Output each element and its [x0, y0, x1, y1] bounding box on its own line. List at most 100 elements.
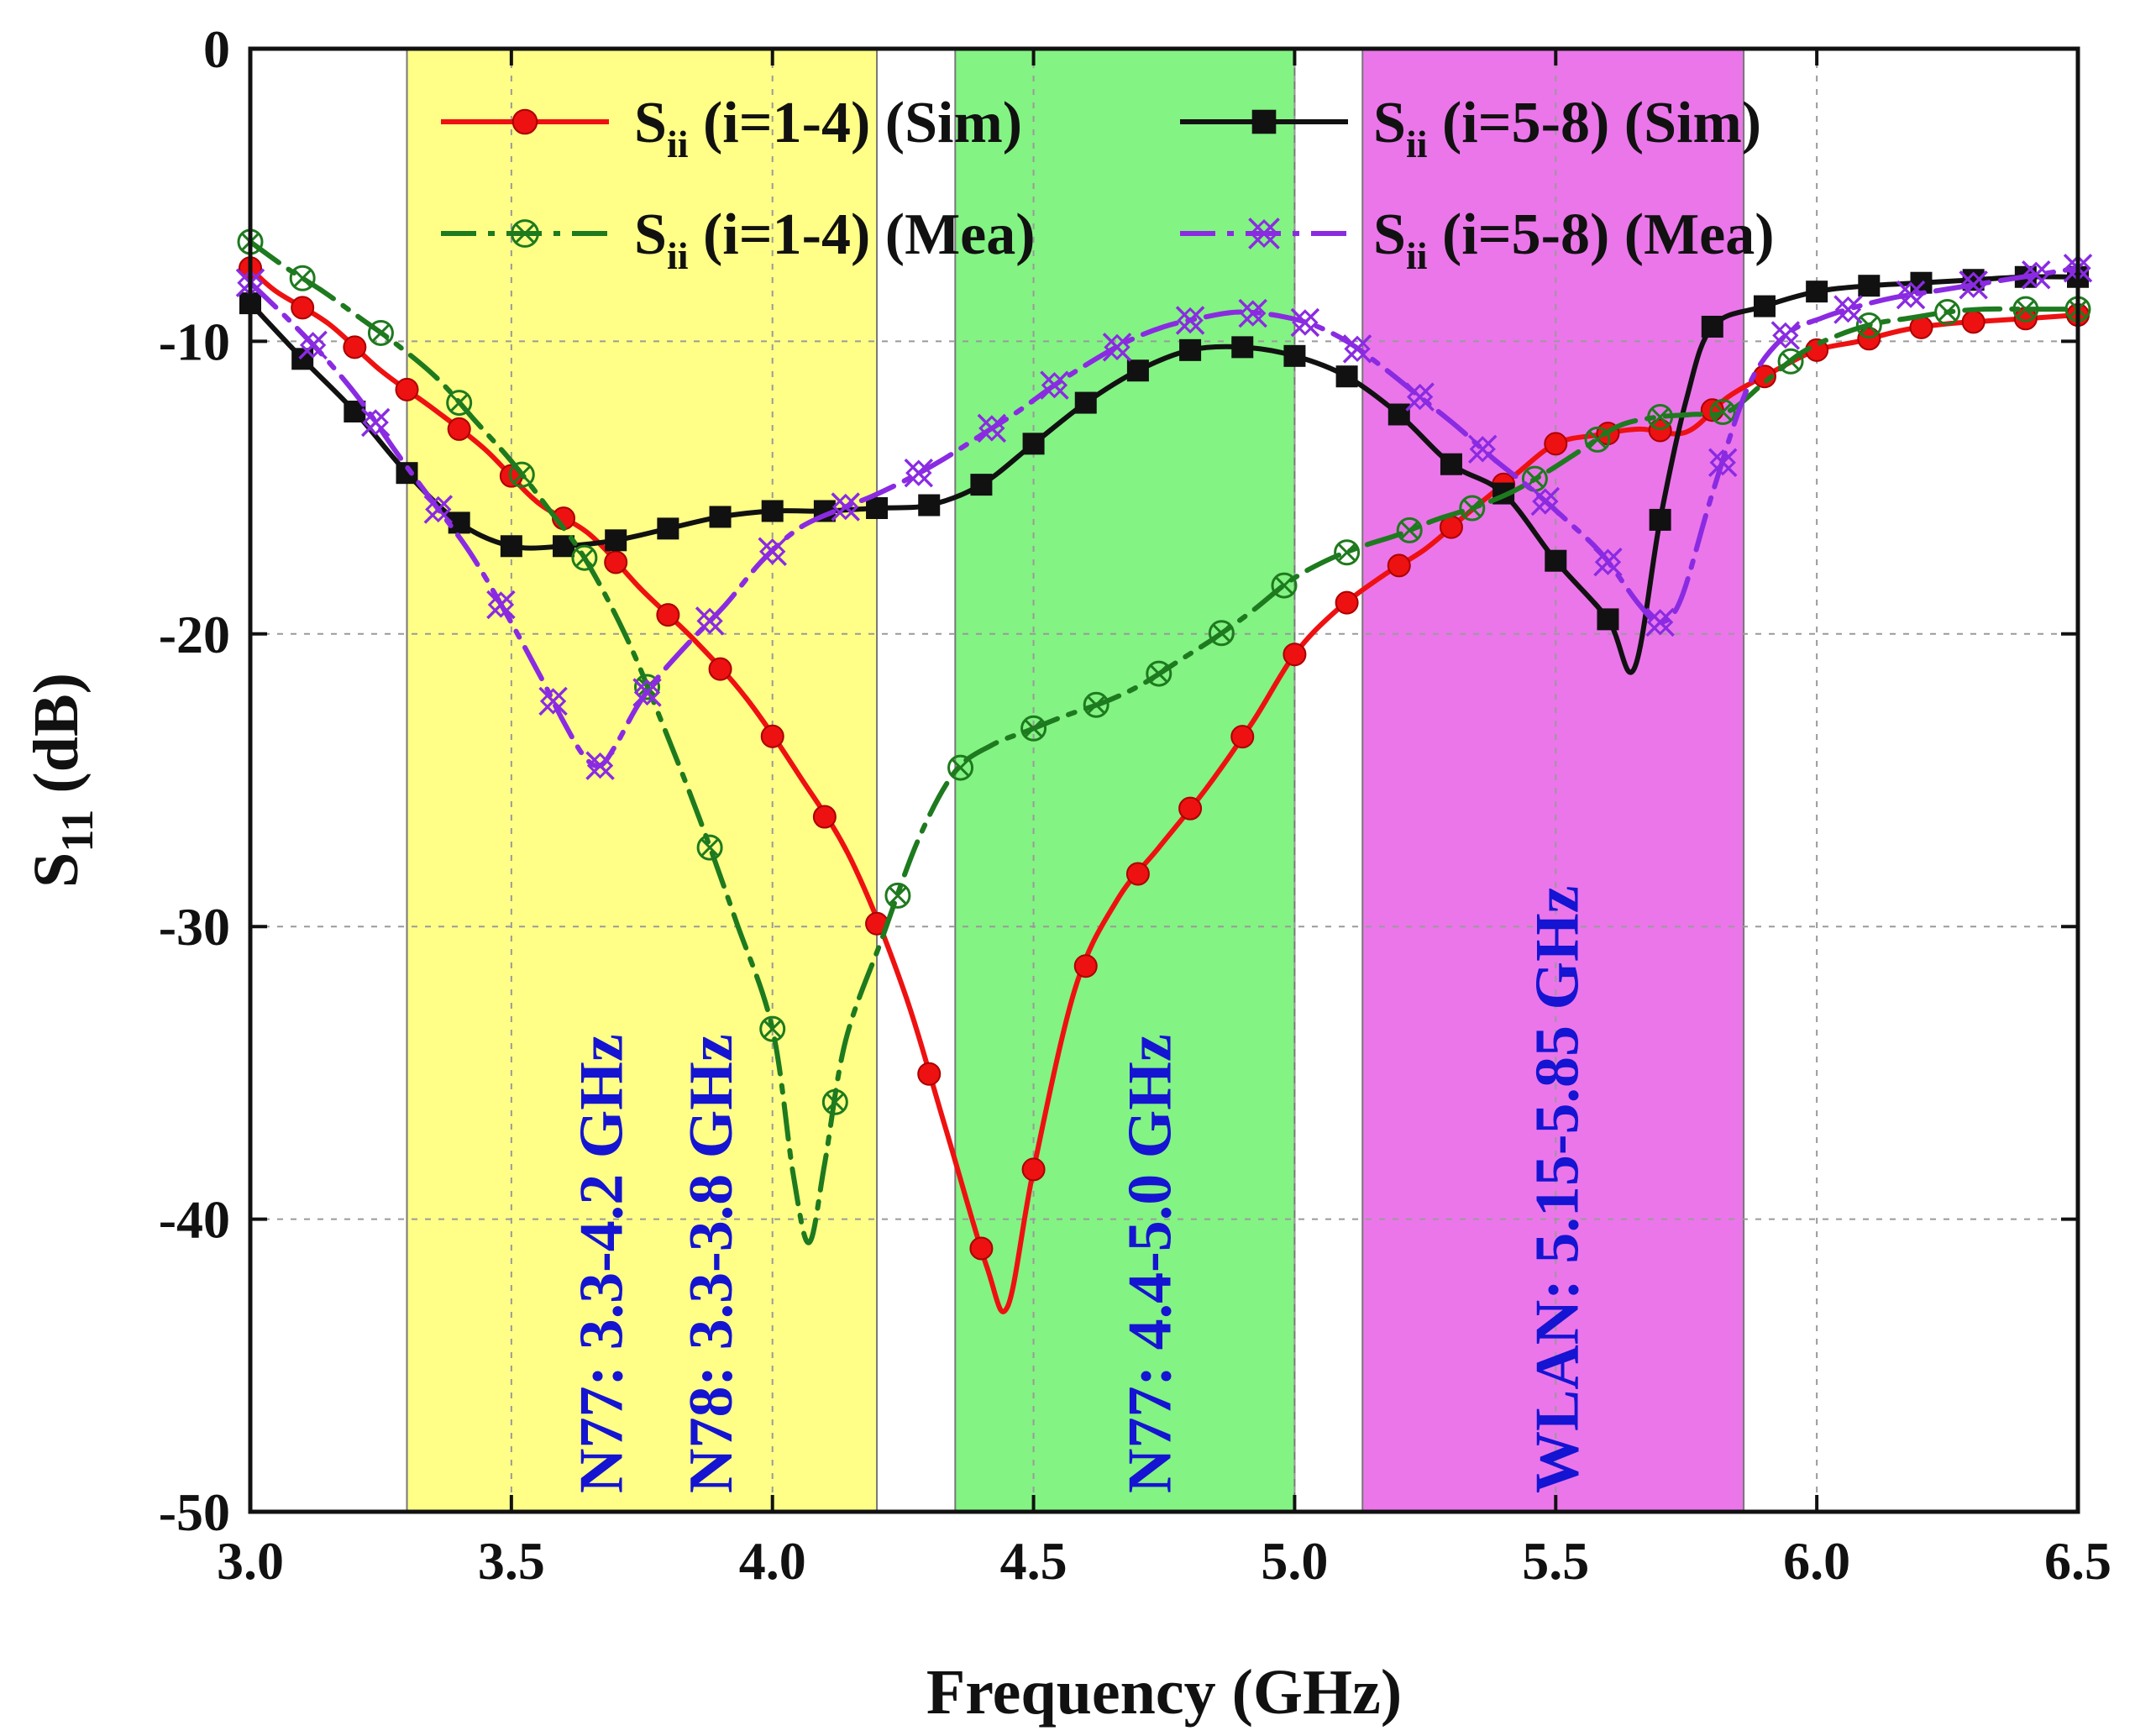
marker-ring: [1584, 426, 1611, 453]
marker-x: [298, 330, 328, 360]
marker-circle: [917, 1062, 942, 1086]
marker-diamond: [1772, 322, 1799, 349]
marker-ring: [571, 544, 598, 571]
marker-x: [977, 413, 1007, 443]
data-point-crossed-circle: [289, 265, 316, 291]
data-point-square: [1231, 336, 1254, 359]
marker-ring: [821, 1088, 848, 1115]
marker-diamond: [832, 493, 859, 521]
data-point-crossed-circle: [821, 1088, 848, 1115]
marker-square: [396, 462, 418, 485]
marker-square: [761, 500, 784, 522]
data-point-circle: [447, 417, 471, 441]
y-axis-title: S11 (dB): [21, 673, 102, 888]
marker-ring: [947, 754, 974, 781]
marker-diamond: [487, 591, 515, 618]
marker-square: [1649, 508, 1671, 531]
data-point-crossed-circle: [1934, 299, 1961, 326]
data-point-circle: [291, 296, 315, 320]
marker-ring: [289, 265, 316, 291]
marker-diamond: [237, 270, 264, 296]
marker-circle: [760, 724, 784, 748]
marker-diamond: [1344, 335, 1371, 363]
data-point-crossed-circle: [511, 219, 539, 248]
marker-diamond: [978, 415, 1005, 442]
marker-ring: [1083, 691, 1109, 718]
marker-ring: [1334, 539, 1361, 566]
marker-circle: [291, 296, 315, 320]
marker-x: [1238, 298, 1267, 328]
data-point-square: [1649, 508, 1671, 531]
data-point-square: [918, 494, 941, 517]
legend-entry-2: Sii (i=1-4) (Mea): [441, 202, 1036, 277]
data-point-circle: [511, 108, 538, 135]
data-point-crossed-x: [1593, 547, 1623, 577]
marker-x: [585, 751, 615, 780]
marker-square: [1022, 433, 1045, 455]
legend-label-0: Sii (i=1-4) (Sim): [634, 91, 1022, 165]
data-point-square: [657, 517, 679, 540]
marker-cross: [889, 886, 907, 905]
y-tick-label: -10: [159, 312, 230, 371]
data-point-crossed-circle: [1083, 691, 1109, 718]
y-tick-label: -30: [159, 897, 230, 957]
marker-x: [360, 407, 391, 438]
marker-x: [1645, 607, 1675, 637]
marker-diamond: [1646, 609, 1674, 636]
data-point-crossed-x: [486, 590, 516, 620]
marker-square: [1858, 275, 1881, 297]
marker-cross: [1024, 719, 1043, 738]
marker-cross: [2016, 300, 2035, 318]
marker-square: [709, 506, 732, 528]
marker-x: [486, 590, 516, 620]
marker-square: [1231, 336, 1254, 359]
data-point-crossed-x: [1175, 306, 1205, 335]
data-point-circle: [395, 377, 419, 401]
marker-diamond: [1469, 436, 1496, 463]
data-point-crossed-x: [758, 537, 787, 566]
data-point-square: [1179, 338, 1202, 361]
data-point-crossed-x: [2022, 260, 2051, 290]
marker-ring: [1777, 348, 1804, 375]
marker-square: [1701, 315, 1723, 338]
data-point-circle: [1125, 862, 1150, 886]
data-point-crossed-x: [1040, 370, 1069, 400]
marker-ring: [1146, 660, 1172, 687]
marker-x: [758, 537, 787, 566]
data-point-square: [970, 474, 993, 496]
data-point-square: [1126, 359, 1149, 382]
band-label-0-0: N77: 3.3-4.2 GHz: [568, 1034, 637, 1493]
marker-ring: [446, 390, 473, 417]
marker-circle: [343, 335, 367, 359]
data-point-circle: [1230, 725, 1255, 749]
marker-x: [1175, 306, 1205, 335]
marker-ring: [1020, 715, 1047, 742]
marker-x: [2022, 260, 2051, 290]
marker-x: [538, 686, 568, 716]
marker-x: [1530, 486, 1561, 517]
marker-x: [1342, 334, 1372, 364]
data-point-circle: [1648, 418, 1672, 443]
data-point-circle: [760, 724, 784, 748]
band-labels: N77: 3.3-4.2 GHz N78: 3.3-3.8 GHz N77: 4.4…: [568, 886, 1592, 1494]
marker-cross: [1713, 402, 1733, 422]
data-point-crossed-circle: [1020, 715, 1047, 742]
data-point-circle: [969, 1236, 994, 1261]
data-point-circle: [343, 335, 367, 359]
marker-cross: [1781, 352, 1800, 371]
marker-x: [1707, 448, 1738, 477]
marker-ring: [1396, 517, 1423, 543]
marker-ring: [696, 834, 723, 861]
marker-x: [831, 492, 860, 522]
marker-square: [1283, 344, 1306, 367]
marker-square: [1126, 359, 1149, 382]
marker-x: [632, 678, 662, 707]
marker-ring: [508, 461, 535, 488]
marker-cross: [512, 465, 532, 485]
marker-circle: [1335, 590, 1359, 615]
marker-circle: [1125, 862, 1150, 886]
data-point-circle: [1178, 796, 1203, 821]
marker-square: [1251, 109, 1277, 134]
marker-x: [423, 495, 454, 524]
data-point-crossed-x: [1405, 382, 1435, 412]
